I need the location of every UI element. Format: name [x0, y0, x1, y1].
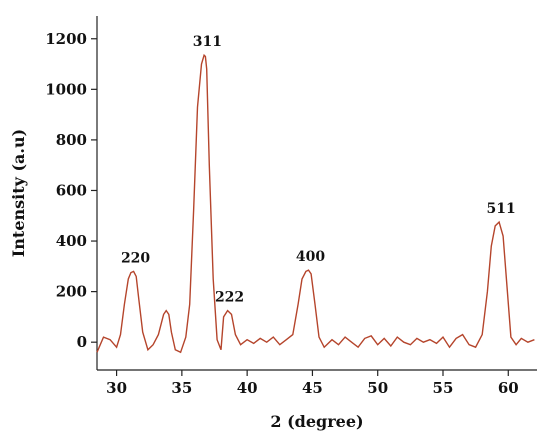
y-tick-label: 1000 [45, 80, 87, 98]
x-tick-label: 30 [106, 379, 127, 397]
y-tick-label: 1200 [45, 30, 87, 48]
x-tick-label: 55 [433, 379, 454, 397]
peak-label: 220 [121, 250, 150, 266]
x-tick-label: 45 [302, 379, 323, 397]
peak-label: 511 [487, 201, 516, 217]
x-tick-label: 50 [367, 379, 388, 397]
y-tick-label: 800 [56, 131, 87, 149]
y-tick-label: 600 [56, 181, 87, 199]
x-tick-label: 40 [237, 379, 258, 397]
axes [96, 16, 537, 371]
series-line [96, 53, 535, 354]
x-axis-ticks: 30 35 40 45 50 55 60 [106, 370, 519, 397]
peak-label: 400 [296, 249, 325, 265]
x-tick-label: 60 [498, 379, 519, 397]
x-axis-title: 2 (degree) [270, 412, 363, 431]
y-tick-label: 200 [56, 283, 87, 301]
y-tick-label: 0 [77, 333, 87, 351]
x-tick-label: 35 [171, 379, 192, 397]
peak-labels: 220 311 222 400 511 [121, 34, 516, 305]
peak-label: 311 [193, 34, 222, 50]
y-tick-label: 400 [56, 232, 87, 250]
y-axis-title: Intensity (a.u) [9, 129, 28, 257]
y-axis-ticks: 0 200 400 600 800 1000 1200 [45, 30, 97, 351]
peak-label: 222 [215, 290, 244, 306]
